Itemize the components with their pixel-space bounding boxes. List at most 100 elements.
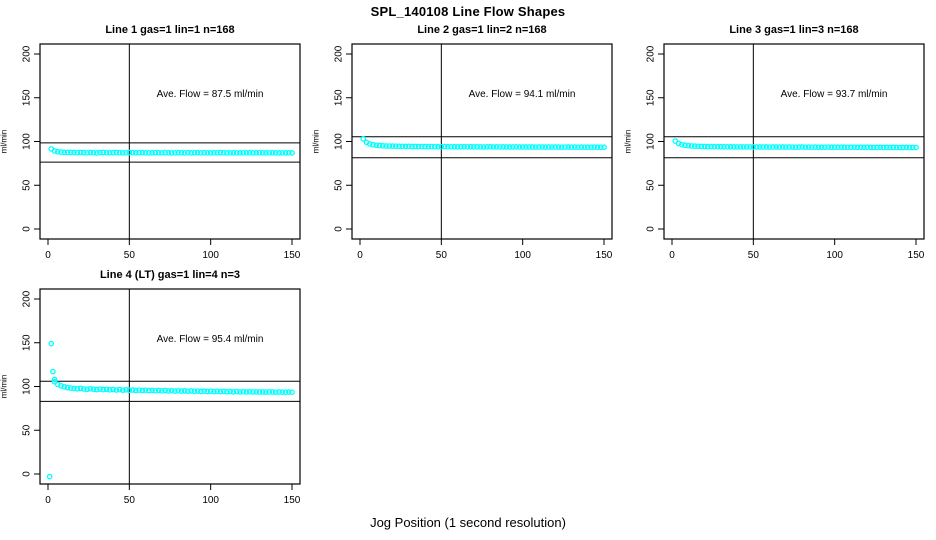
y-tick-label: 0 [22,226,33,232]
data-point [809,144,815,151]
data-point [71,149,77,156]
data-point [909,144,916,151]
data-point [555,144,562,150]
data-point [542,144,549,150]
data-point [883,144,890,151]
data-point [490,144,497,150]
data-point [523,144,529,150]
data-point [175,387,181,394]
data-point [497,144,503,150]
data-point [149,387,155,394]
data-point [276,389,282,395]
data-point [155,387,162,394]
data-point [730,143,737,150]
data-point [100,386,107,393]
y-tick-label: 0 [334,226,345,232]
data-point [126,149,133,156]
data-point [913,144,919,151]
data-point [285,389,292,395]
data-point [594,144,601,151]
x-tick-label: 100 [202,250,219,261]
data-point [84,149,90,156]
data-point [67,385,74,391]
data-point [230,388,237,395]
data-point [701,143,708,150]
data-point [526,144,533,150]
data-point [61,384,68,390]
data-point [500,143,506,150]
data-point [106,149,113,156]
data-point [360,136,367,142]
x-tick-label: 100 [826,250,843,261]
data-point [211,388,217,395]
data-point [376,142,383,149]
data-point [412,143,419,150]
data-point [756,144,763,150]
data-point [97,149,103,156]
data-point [513,143,520,150]
data-point [266,388,273,395]
data-point [243,389,250,395]
data-point [129,387,136,393]
y-tick-label: 0 [22,471,33,477]
data-point [87,149,94,156]
data-point [763,144,770,150]
data-point [194,388,201,394]
data-point [510,144,516,150]
data-point [685,142,692,149]
data-point [688,143,695,149]
data-point [516,144,523,150]
data-point [750,144,757,150]
data-point [198,388,204,395]
data-point [565,144,572,150]
data-point [458,143,464,150]
y-tick-label: 150 [334,89,345,106]
data-point [464,143,471,150]
data-point [100,149,107,156]
data-point [370,141,376,148]
y-tick-label: 200 [22,290,33,307]
data-point [776,144,783,150]
data-point [487,143,493,150]
data-point [786,144,792,150]
data-point [139,387,146,394]
data-point [269,389,276,395]
data-point [207,150,214,156]
data-point [175,149,181,156]
data-point [890,144,897,151]
data-points [672,138,919,151]
panel-1-title: Line 1 gas=1 lin=1 n=168 [105,24,235,36]
data-point [558,144,565,151]
y-tick-label: 0 [646,226,657,232]
data-point [392,143,399,150]
data-point [217,388,224,395]
data-point [214,388,221,395]
data-point [90,386,97,393]
data-point [282,389,289,396]
data-point [119,150,126,156]
data-point [792,144,799,151]
data-point [198,149,204,156]
y-tick-label: 200 [334,45,345,62]
data-point [240,388,247,395]
data-point [678,141,685,148]
data-point [753,144,760,150]
data-point [136,387,142,393]
outlier-point [48,340,55,347]
data-point [704,143,711,150]
data-point [272,149,279,156]
data-point [438,143,445,150]
data-point [838,144,845,151]
data-point [399,143,406,150]
data-point [191,388,198,395]
data-point [467,143,474,150]
panel-line-1: Line 1 gas=1 lin=1 n=168 ml/min 0 50 100 15… [0,22,312,268]
data-point [64,149,71,156]
data-point [536,144,542,150]
data-point [250,150,256,156]
shared-x-axis-label: Jog Position (1 second resolution) [370,515,566,530]
data-point [503,144,510,150]
data-point [126,387,133,394]
data-point [770,144,776,150]
x-tick-label: 100 [514,250,531,261]
